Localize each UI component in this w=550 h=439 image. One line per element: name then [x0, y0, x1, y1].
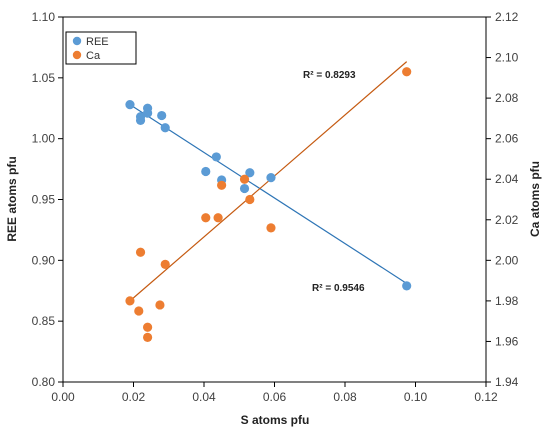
data-point-ree [239, 183, 250, 194]
legend: REE Ca [65, 31, 137, 65]
data-point-ca [201, 213, 211, 223]
data-point-ca [160, 259, 170, 269]
y-axis-title-right: Ca atoms pfu [528, 161, 542, 237]
data-point-ca [135, 247, 146, 257]
y-left-tick-label: 0.90 [32, 253, 56, 267]
data-point-ca [402, 67, 412, 77]
y-right-tick-label: 2.04 [495, 172, 519, 186]
x-tick-label: 0.04 [192, 390, 216, 404]
data-point-ree [143, 108, 153, 118]
trendline-ree [129, 104, 408, 284]
data-point-ree [157, 110, 167, 121]
data-point-ca [134, 306, 144, 316]
r2-label-ca: R² = 0.8293 [303, 70, 356, 81]
x-tick-label: 0.00 [51, 390, 75, 404]
y-right-tick-label: 2.02 [495, 213, 519, 227]
data-point-ca [266, 223, 276, 233]
data-point-ca [217, 180, 227, 190]
y-right-tick-label: 2.00 [495, 253, 519, 267]
data-point-ca [125, 296, 135, 306]
data-point-ca [213, 213, 223, 223]
data-point-ree [125, 100, 135, 110]
legend-label-ree: REE [86, 36, 109, 48]
data-point-ree [211, 152, 221, 162]
data-point-ree [266, 173, 276, 183]
y-right-tick-label: 1.96 [495, 334, 519, 348]
legend-marker-ca [72, 50, 82, 60]
data-point-ca [143, 322, 153, 332]
y-axis-title-left: REE atoms pfu [5, 156, 19, 241]
data-point-ca [245, 194, 255, 205]
y-left-tick-label: 0.80 [32, 375, 56, 389]
y-left-tick-label: 1.10 [32, 10, 56, 24]
plot-area [62, 16, 487, 383]
x-tick-label: 0.10 [404, 390, 428, 404]
y-right-tick-label: 2.08 [495, 91, 519, 105]
data-point-ree [402, 281, 412, 291]
r2-label-ree: R² = 0.9546 [312, 283, 365, 294]
y-right-tick-label: 2.10 [495, 51, 519, 65]
x-tick-label: 0.06 [263, 390, 287, 404]
y-left-tick-label: 1.00 [32, 132, 56, 146]
legend-label-ca: Ca [86, 50, 101, 62]
x-tick-label: 0.08 [333, 390, 357, 404]
y-left-tick-label: 0.85 [32, 314, 56, 328]
data-point-ca [239, 174, 250, 184]
data-point-ree [201, 166, 211, 177]
y-right-tick-label: 1.98 [495, 294, 519, 308]
y-left-tick-label: 0.95 [32, 193, 56, 207]
x-tick-label: 0.12 [474, 390, 498, 404]
y-right-tick-label: 2.12 [495, 10, 519, 24]
y-left-tick-label: 1.05 [32, 71, 56, 85]
y-right-tick-label: 1.94 [495, 375, 519, 389]
data-point-ca [155, 300, 165, 310]
x-tick-label: 0.02 [122, 390, 146, 404]
legend-marker-ree [72, 36, 82, 46]
data-point-ree [245, 168, 255, 178]
data-point-ree [135, 115, 146, 126]
data-point-ree [160, 123, 170, 133]
data-point-ca [143, 332, 153, 342]
y-right-tick-label: 2.06 [495, 132, 519, 146]
x-axis-title: S atoms pfu [241, 413, 310, 427]
